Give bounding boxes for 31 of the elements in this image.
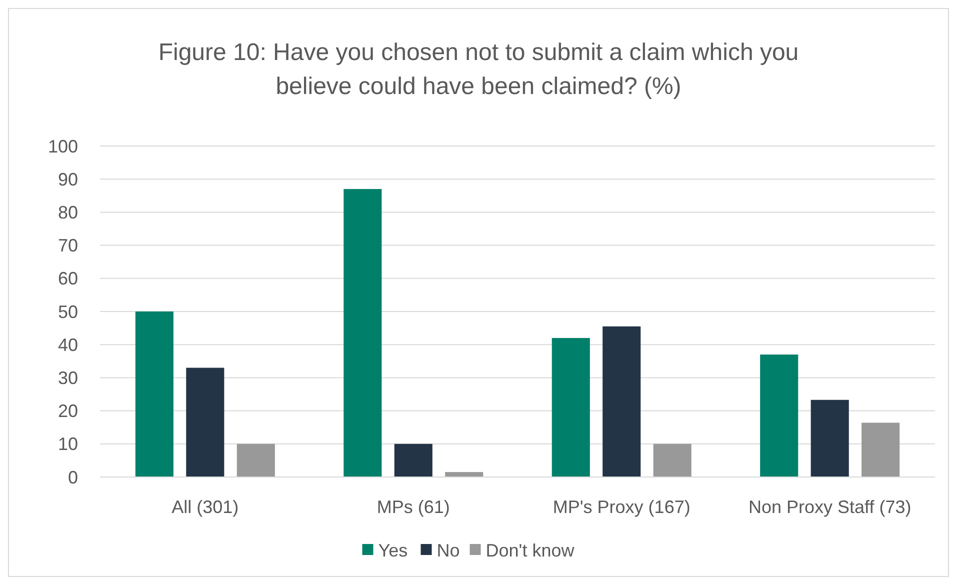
bar xyxy=(760,354,798,477)
legend-label: Don't know xyxy=(486,540,576,560)
bar xyxy=(862,422,900,477)
y-tick-label: 10 xyxy=(58,434,78,454)
bar xyxy=(186,368,224,477)
legend-label: No xyxy=(436,540,460,560)
bar xyxy=(445,472,484,477)
legend-label: Yes xyxy=(378,540,408,560)
y-tick-label: 90 xyxy=(58,169,78,190)
y-tick-label: 100 xyxy=(48,136,78,156)
y-tick-label: 20 xyxy=(58,401,78,422)
y-tick-label: 50 xyxy=(58,302,78,322)
bar xyxy=(810,400,849,477)
bar xyxy=(602,326,641,477)
bar xyxy=(236,444,275,477)
chart-title: Figure 10: Have you chosen not to submit a claim which you believe could have been claimed? (%) xyxy=(158,39,799,100)
bar xyxy=(653,444,692,477)
y-tick-label: 80 xyxy=(58,202,78,222)
y-tick-label: 40 xyxy=(58,334,78,355)
x-tick-label: Non Proxy Staff (73) xyxy=(748,497,912,517)
y-tick-label: 60 xyxy=(58,268,78,289)
x-tick-label: MP's Proxy (167) xyxy=(552,497,690,517)
bar xyxy=(344,189,382,477)
y-tick-label: 0 xyxy=(68,467,78,488)
bar xyxy=(135,312,174,477)
bar xyxy=(552,338,590,477)
x-tick-label: MPs (61) xyxy=(376,497,450,517)
bar xyxy=(394,444,432,477)
y-tick-label: 30 xyxy=(58,368,78,388)
y-tick-label: 70 xyxy=(58,236,78,256)
x-tick-label: All (301) xyxy=(172,497,239,517)
